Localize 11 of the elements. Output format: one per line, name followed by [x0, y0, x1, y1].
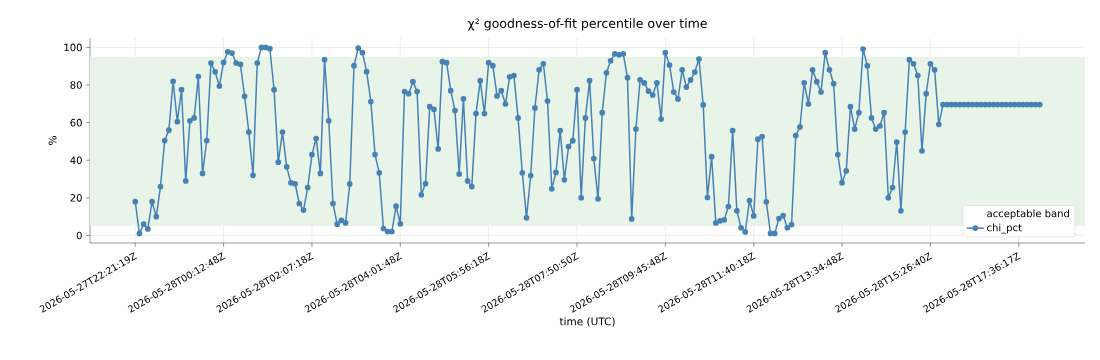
chart-title: χ² goodness-of-fit percentile over time: [467, 18, 707, 31]
y-tick-label: 60: [70, 118, 82, 127]
band-label: acceptable band: [987, 209, 1069, 220]
legend-label: chi_pct: [987, 223, 1022, 234]
y-tick-label: 20: [70, 194, 82, 202]
y-tick-label: 80: [70, 81, 82, 89]
y-tick-label: 40: [70, 156, 82, 165]
y-tick-label: 0: [76, 231, 82, 240]
y-tick-label: 100: [64, 43, 82, 52]
y-axis-title: %: [48, 136, 57, 145]
x-axis-title: time (UTC): [559, 317, 615, 327]
